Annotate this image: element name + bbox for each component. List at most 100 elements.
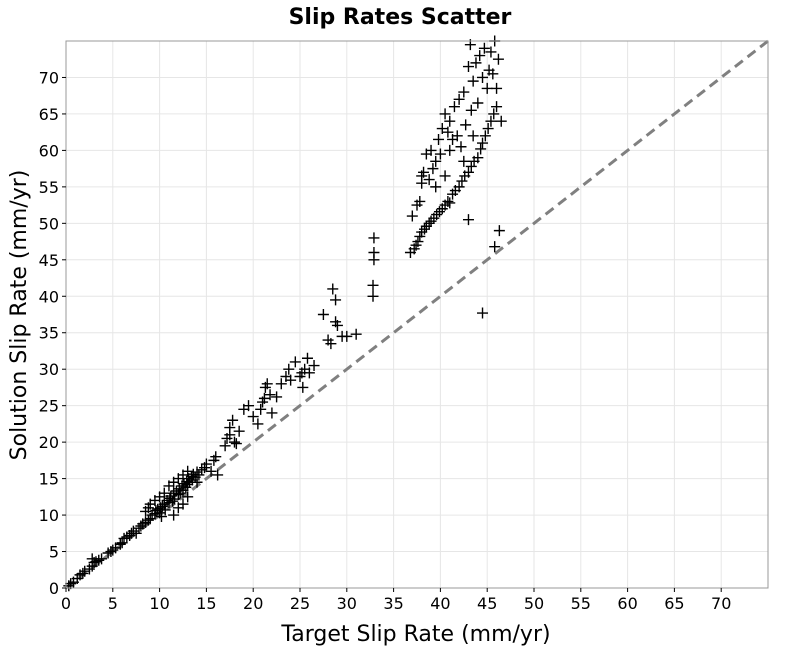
data-point (495, 115, 507, 127)
data-point (285, 374, 297, 386)
data-point (303, 367, 315, 379)
data-point (275, 378, 287, 390)
data-point (228, 436, 240, 448)
data-point (462, 166, 474, 178)
data-point (472, 97, 484, 109)
data-point (149, 494, 161, 506)
data-point (65, 578, 77, 590)
data-point (418, 166, 430, 178)
data-point (427, 163, 439, 175)
data-point (137, 518, 149, 530)
data-point (367, 290, 379, 302)
y-tick-label: 5 (49, 543, 59, 562)
data-point (252, 418, 264, 430)
y-tick-label: 60 (39, 141, 59, 160)
data-point (477, 307, 489, 319)
data-point (425, 144, 437, 156)
data-point (96, 553, 108, 565)
data-point (491, 82, 503, 94)
x-tick-label: 65 (664, 594, 684, 613)
y-axis-label: Solution Slip Rate (mm/yr) (7, 170, 32, 461)
data-point (107, 544, 119, 556)
data-point (297, 381, 309, 393)
data-point (196, 464, 208, 476)
data-point (433, 133, 445, 145)
data-point (177, 484, 189, 496)
data-point (406, 210, 418, 222)
data-point (224, 422, 236, 434)
y-tick-label: 15 (39, 470, 59, 489)
data-point (412, 236, 424, 248)
data-point (289, 356, 301, 368)
data-point (283, 363, 295, 375)
data-point (485, 115, 497, 127)
data-point (77, 567, 89, 579)
data-point (350, 328, 362, 340)
data-point (444, 115, 456, 127)
data-point (477, 71, 489, 83)
y-tick-label: 20 (39, 433, 59, 452)
data-point (481, 82, 493, 94)
reference-line-layer (65, 39, 769, 590)
x-tick-label: 45 (477, 594, 497, 613)
data-point (264, 389, 276, 401)
x-tick-label: 0 (61, 594, 71, 613)
data-point (491, 101, 503, 113)
data-point (489, 241, 501, 253)
x-tick-label: 15 (196, 594, 216, 613)
data-point (177, 498, 189, 510)
data-point (127, 525, 139, 537)
data-point (331, 319, 343, 331)
data-point (458, 155, 470, 167)
x-axis: 0 5 10 15 20 25 30 35 40 45 50 55 60 65 70 (61, 588, 731, 613)
data-point (456, 175, 468, 187)
points-layer (63, 35, 507, 592)
data-point (158, 487, 170, 499)
data-point (181, 476, 193, 488)
data-point (470, 57, 482, 69)
data-point (330, 294, 342, 306)
data-point (116, 537, 128, 549)
data-point (451, 130, 463, 142)
data-point (448, 101, 460, 113)
data-point (431, 209, 443, 221)
data-point (442, 195, 454, 207)
data-point (465, 104, 477, 116)
x-tick-label: 50 (524, 594, 544, 613)
data-point (174, 487, 186, 499)
data-point (455, 141, 467, 153)
y-tick-label: 35 (39, 324, 59, 343)
data-point (433, 206, 445, 218)
data-point (182, 478, 194, 490)
data-point (155, 511, 167, 523)
data-point (233, 425, 245, 437)
data-point (444, 144, 456, 156)
data-point (460, 119, 472, 131)
data-point (317, 309, 329, 320)
plot-frame (65, 40, 769, 589)
data-point (423, 174, 435, 186)
data-point (368, 247, 380, 259)
reference-line (65, 39, 769, 590)
data-point (474, 50, 486, 62)
data-point (434, 148, 446, 160)
y-tick-label: 55 (39, 178, 59, 197)
data-point (191, 476, 203, 488)
data-point (83, 563, 95, 575)
data-point (467, 75, 479, 87)
data-point (193, 469, 205, 481)
data-point (368, 232, 380, 244)
data-point (493, 225, 505, 237)
y-tick-label: 25 (39, 397, 59, 416)
y-tick-label: 10 (39, 506, 59, 525)
data-point (492, 53, 504, 65)
data-point (477, 137, 489, 149)
data-point (420, 220, 432, 232)
data-point (205, 465, 217, 477)
data-point (191, 466, 203, 478)
data-point (485, 46, 497, 58)
x-tick-label: 55 (571, 594, 591, 613)
x-tick-label: 60 (617, 594, 637, 613)
data-point (301, 352, 313, 364)
